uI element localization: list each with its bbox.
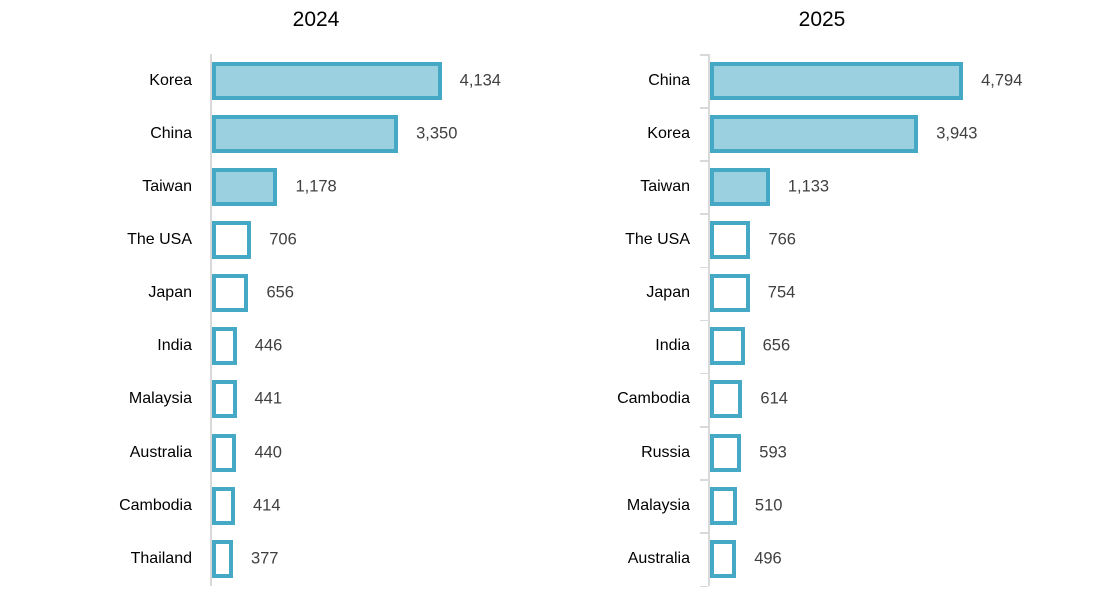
value-label: 766 [768, 230, 796, 249]
axis-tick [700, 532, 708, 534]
category-label: India [157, 337, 192, 355]
chart-title-2025: 2025 [798, 8, 846, 31]
bar-japan [212, 274, 249, 313]
axis-tick [700, 585, 708, 587]
bar-india [710, 327, 745, 366]
value-label: 706 [269, 230, 297, 249]
bar-malaysia [710, 486, 737, 525]
value-label: 440 [254, 443, 282, 462]
category-label: India [655, 337, 690, 355]
category-label: Australia [627, 549, 690, 567]
axis-tick [700, 160, 708, 162]
category-label: Japan [646, 284, 690, 302]
y-axis-line [708, 54, 710, 586]
value-label: 593 [759, 443, 787, 462]
bar-china [710, 61, 964, 100]
value-label: 496 [754, 549, 782, 568]
category-label: Japan [148, 284, 192, 302]
bar-the-usa [212, 221, 252, 260]
category-label: Korea [647, 124, 690, 142]
axis-tick [700, 213, 708, 215]
category-label: Cambodia [617, 390, 690, 408]
category-label: China [648, 71, 690, 89]
chart-2025: 2025 China 4,794 Korea 3,943 Taiwan 1,133 The … [552, 0, 1104, 602]
bar-australia [212, 433, 237, 472]
axis-tick [700, 266, 708, 269]
value-label: 446 [254, 336, 283, 355]
value-label: 1,133 [787, 177, 830, 196]
axis-tick [700, 107, 708, 109]
value-label: 3,943 [936, 124, 978, 143]
axis-tick [700, 319, 708, 322]
value-label: 754 [767, 283, 796, 302]
category-label: China [150, 124, 192, 142]
axis-tick [700, 372, 708, 375]
bar-korea [212, 61, 442, 100]
bar-australia [710, 539, 737, 578]
bar-russia [710, 433, 742, 472]
chart-2024: 2024 Korea 4,134 China 3,350 Taiwan 1,178 The … [119, 8, 501, 586]
bar-taiwan [212, 167, 278, 206]
value-label: 377 [250, 549, 279, 568]
bar-cambodia [710, 380, 743, 419]
category-label: Taiwan [640, 177, 690, 195]
value-label: 3,350 [416, 124, 458, 143]
category-label: Australia [129, 443, 192, 461]
value-label: 656 [266, 283, 294, 302]
chart-title-2024: 2024 [292, 8, 340, 31]
category-label: Russia [641, 443, 690, 461]
value-label: 614 [760, 389, 788, 408]
bar-japan [710, 274, 750, 313]
value-label: 441 [254, 389, 283, 408]
y-axis-line [210, 54, 212, 586]
value-label: 510 [754, 496, 783, 515]
value-label: 414 [253, 496, 281, 515]
category-label: Cambodia [119, 496, 192, 514]
axis-tick [700, 54, 708, 56]
category-label: Taiwan [142, 177, 192, 195]
bar-korea [710, 114, 919, 153]
value-label: 4,134 [459, 71, 501, 90]
value-label: 656 [762, 336, 791, 355]
axis-tick [700, 479, 708, 481]
bar-thailand [212, 539, 233, 578]
bar-china [212, 114, 399, 153]
category-label: Korea [149, 71, 192, 89]
category-label: Malaysia [128, 390, 192, 408]
value-label: 1,178 [295, 177, 337, 196]
bar-cambodia [212, 486, 235, 525]
category-label: Malaysia [626, 496, 690, 514]
bar-the-usa [710, 221, 751, 260]
category-label: Thailand [130, 549, 192, 567]
bar-taiwan [710, 167, 770, 206]
category-label: The USA [127, 231, 192, 249]
bar-malaysia [212, 380, 237, 419]
axis-tick [700, 426, 708, 428]
value-label: 4,794 [981, 71, 1023, 90]
category-label: The USA [625, 231, 690, 249]
bar-india [212, 327, 237, 366]
